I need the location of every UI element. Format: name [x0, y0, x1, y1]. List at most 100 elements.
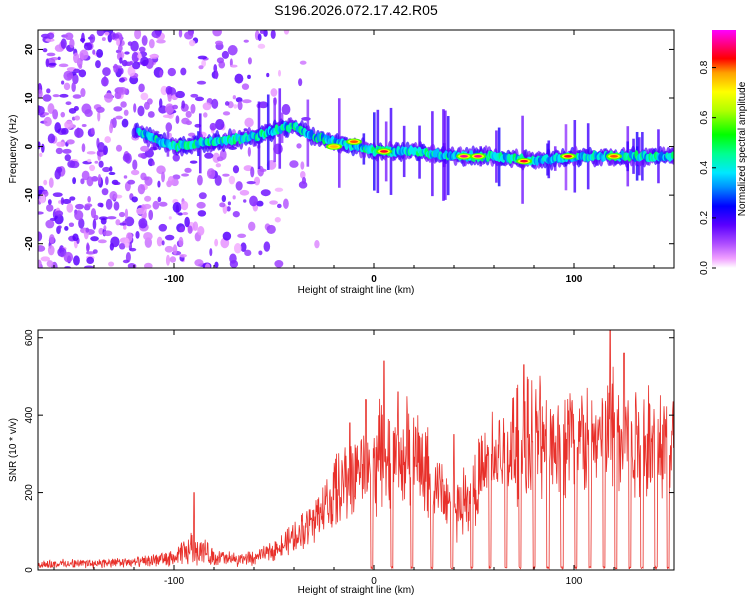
snr-xtick-label: 100 [566, 576, 583, 587]
spectrogram-noise-blob [185, 110, 192, 118]
spectrogram-noise-blob [243, 128, 248, 132]
spectrogram-noise-blob [237, 101, 243, 111]
spectrogram-peak [350, 140, 358, 144]
spectrogram-noise-blob [105, 176, 109, 186]
spectrogram-noise-blob [167, 175, 175, 186]
spectrogram-noise-blob [135, 230, 140, 239]
spectrogram-noise-blob [194, 259, 204, 267]
spectrogram-ytick-label: 10 [24, 92, 35, 104]
spectrogram-noise-blob [47, 199, 52, 205]
spectrogram-noise-blob [74, 115, 81, 121]
spectrogram-noise-blob [103, 149, 107, 156]
spectrogram-noise-blob [75, 203, 85, 210]
spectrogram-noise-blob [76, 127, 80, 138]
spectrogram-noise-blob [274, 187, 284, 192]
spectrogram-noise-blob [228, 146, 238, 150]
spectrogram-noise-blob [73, 255, 80, 266]
spectrogram-noise-blob [80, 178, 85, 185]
spectrogram-noise-blob [247, 57, 252, 65]
spectrogram-ytick-label: -20 [24, 236, 35, 251]
spectrogram-noise-blob [148, 38, 155, 49]
spectrogram-noise-blob [263, 241, 271, 252]
spectrogram-noise-blob [137, 153, 145, 158]
spectrogram-noise-blob [232, 95, 237, 100]
colorbar-label: Normalized spectral amplitude [737, 81, 748, 216]
spectrogram-peak [564, 154, 572, 158]
spectrogram-peak [610, 154, 618, 158]
spectrogram-noise-blob [228, 175, 236, 185]
spectrogram-noise-blob [58, 63, 69, 68]
spectrogram-noise-blob [138, 83, 145, 93]
spectrogram-noise-blob [239, 189, 250, 196]
spectrogram-noise-blob [254, 176, 261, 186]
spectrogram-noise-blob [219, 149, 227, 161]
spectrogram-noise-blob [164, 103, 175, 115]
colorbar-tick-label: 0.8 [699, 60, 710, 74]
spectrogram-noise-blob [46, 88, 51, 94]
spectrogram-noise-blob [198, 192, 207, 200]
spectrogram-noise-blob [197, 55, 208, 60]
spectrogram-noise-blob [110, 236, 120, 248]
spectrogram-noise-blob [159, 69, 163, 78]
spectrogram-noise-blob [65, 101, 72, 106]
spectrogram-noise-blob [240, 242, 247, 252]
spectrogram-noise-blob [224, 101, 230, 106]
colorbar-tick-label: 0.2 [699, 211, 710, 225]
spectrogram-noise-blob [257, 43, 266, 49]
spectrogram-noise-blob [263, 30, 268, 37]
spectrogram-noise-blob [72, 73, 79, 85]
spectrogram-noise-blob [109, 123, 113, 134]
spectrogram-noise-blob [180, 67, 187, 76]
spectrogram-noise-blob [38, 259, 42, 268]
spectrogram-noise-blob [38, 193, 46, 204]
spectrogram-noise-blob [78, 69, 87, 78]
spectrogram-noise-blob [89, 164, 96, 172]
spectrogram-noise-blob [182, 212, 189, 216]
spectrogram-noise-blob [172, 201, 182, 213]
colorbar-tick-label: 0.0 [699, 261, 710, 275]
spectrogram-noise-blob [56, 141, 66, 147]
spectrogram-noise-blob [81, 124, 87, 128]
spectrogram-noise-blob [242, 99, 252, 104]
spectrogram-noise-blob [109, 166, 113, 172]
spectrogram-noise-blob [289, 160, 299, 168]
spectrogram-noise-blob [72, 94, 82, 99]
spectrogram-noise-blob [45, 58, 50, 68]
spectrogram-noise-blob [269, 200, 278, 205]
spectrogram-noise-blob [214, 238, 219, 247]
spectrogram-noise-blob [109, 191, 118, 201]
spectrogram-noise-blob [96, 30, 105, 37]
spectrogram-noise-blob [298, 78, 303, 87]
spectrogram-noise-blob [184, 167, 192, 173]
spectrogram-noise-blob [52, 109, 59, 120]
spectrogram-noise-blob [115, 115, 123, 120]
spectrogram-noise-blob [222, 231, 232, 241]
snr-ylabel: SNR (10 * v/v) [8, 418, 19, 482]
spectrogram-ytick-label: 0 [24, 143, 35, 149]
spectrogram-noise-blob [46, 260, 54, 268]
figure-title: S196.2026.072.17.42.R05 [274, 2, 438, 18]
spectrogram-noise-blob [69, 38, 75, 49]
spectrogram-noise-blob [100, 217, 107, 225]
spectrogram-noise-blob [97, 173, 102, 185]
spectrogram-noise-blob [115, 219, 121, 226]
spectrogram-noise-blob [104, 31, 110, 36]
spectrogram-noise-blob [127, 41, 133, 46]
spectrogram-noise-blob [127, 179, 136, 185]
spectrogram-noise-blob [243, 199, 247, 203]
spectrogram-noise-blob [227, 201, 231, 206]
spectrogram-noise-blob [211, 98, 219, 109]
spectrogram-noise-blob [72, 233, 79, 242]
spectrogram-noise-blob [108, 261, 115, 267]
spectrogram-noise-blob [81, 143, 86, 153]
spectrogram-noise-blob [86, 256, 95, 265]
spectrogram-noise-blob [130, 169, 140, 176]
spectrogram-noise-blob [244, 117, 254, 128]
spectrogram-noise-blob [161, 240, 165, 246]
spectrogram-noise-blob [274, 217, 281, 223]
spectrogram-noise-blob [90, 208, 97, 219]
spectrogram-noise-blob [119, 67, 124, 75]
spectrogram-noise-blob [118, 77, 125, 83]
